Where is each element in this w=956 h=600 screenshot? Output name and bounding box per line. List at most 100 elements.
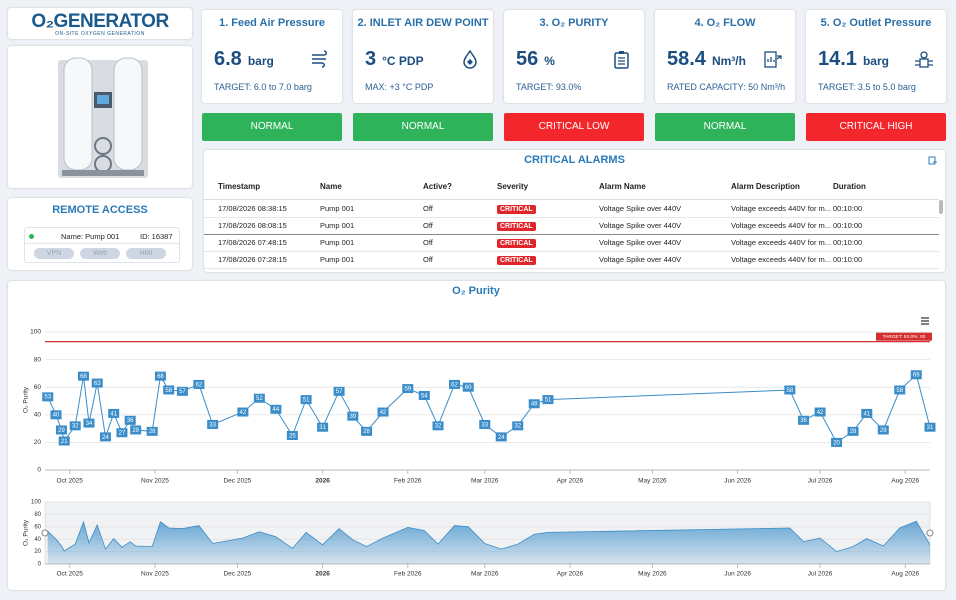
scrollbar[interactable]	[939, 200, 943, 214]
point-label-box	[270, 404, 282, 414]
generator-illustration	[58, 57, 148, 178]
vpn-button[interactable]: VPN	[34, 248, 74, 259]
table-cell: Voltage exceeds 440V for m...	[731, 238, 831, 247]
x-tick-label: Oct 2025	[57, 571, 84, 578]
point-label: 58	[786, 388, 793, 394]
point-label: 20	[833, 440, 840, 446]
remote-box: Name: Pump 001 ID: 16387	[24, 227, 180, 263]
y-axis-label: O₂ Purity	[23, 386, 30, 413]
kpi-title: 2. INLET AIR DEW POINT	[357, 17, 489, 29]
point-label: 33	[209, 422, 216, 428]
hmi-button[interactable]: HMI	[126, 248, 166, 259]
cell-text: Voltage exceeds 440V for m...	[731, 221, 832, 230]
x-tick-label: Mar 2026	[471, 571, 499, 578]
x-tick-label: Aug 2026	[891, 478, 919, 485]
cell-text: Pump 001	[320, 221, 355, 230]
point-label-box	[176, 386, 188, 396]
cell-text: Voltage exceeds 440V for m...	[731, 204, 832, 213]
point-label-box	[58, 436, 70, 446]
table-cell: Voltage Spike over 440V	[599, 204, 681, 213]
point-label: 25	[289, 433, 296, 439]
navigator-handle[interactable]	[926, 529, 934, 537]
point-label-box	[300, 395, 312, 405]
status-badge: NORMAL	[353, 113, 493, 141]
point-label: 60	[465, 385, 472, 391]
point-label-box	[253, 393, 265, 403]
cell-text: 00:10:00	[833, 255, 863, 264]
point-label-box	[286, 431, 298, 440]
web-button[interactable]: Web	[80, 248, 120, 259]
point-label-box	[798, 415, 810, 425]
target-label: TARGET: 93.0%: 93	[883, 334, 926, 340]
x-tick-label: Dec 2025	[223, 478, 251, 485]
point-label: 42	[380, 410, 387, 416]
kpi-value-row: 6.8 barg	[214, 48, 274, 71]
kpi-value: 14.1	[818, 48, 857, 70]
status-badge: CRITICAL LOW	[504, 113, 644, 141]
table-cell: CRITICAL	[497, 221, 536, 231]
point-label: 29	[58, 428, 65, 434]
point-label: 58	[165, 388, 172, 394]
kpi-note: MAX: +3 °C PDP	[365, 82, 434, 92]
y-tick-label: 40	[34, 412, 42, 419]
point-label-box	[193, 379, 205, 389]
point-label-box	[542, 395, 554, 405]
y-tick-label: 80	[34, 512, 41, 518]
x-tick-label: Apr 2026	[557, 571, 584, 578]
navigator-area	[47, 521, 930, 564]
status-badge: NORMAL	[655, 113, 795, 141]
column-header: Name	[320, 182, 342, 191]
column-header: Active?	[423, 182, 452, 191]
x-tick-label: 2026	[315, 478, 330, 485]
y-tick-label: 80	[34, 356, 42, 363]
y-axis-label: O₂ Purity	[23, 519, 30, 546]
point-label-box	[512, 421, 524, 431]
table-cell: Voltage Spike over 440V	[599, 238, 681, 247]
table-cell: Pump 001	[320, 255, 354, 264]
cell-text: Pump 001	[320, 204, 355, 213]
kpi-value: 56	[516, 48, 539, 70]
point-label-box	[317, 422, 329, 432]
y-tick-label: 0	[38, 562, 42, 568]
point-label-box	[124, 415, 136, 425]
point-label: 32	[514, 424, 521, 430]
table-cell: Voltage Spike over 440V	[599, 255, 681, 264]
point-label: 53	[44, 395, 51, 401]
table-cell: 00:10:00	[833, 238, 862, 247]
column-header: Alarm Name	[599, 182, 646, 191]
table-cell: CRITICAL	[497, 238, 536, 248]
point-label: 40	[53, 413, 60, 419]
point-label-box	[462, 382, 474, 392]
kpi-value-row: 14.1 barg	[818, 48, 889, 71]
kpi-value-row: 58.4 Nm³/h	[667, 48, 746, 71]
table-cell: Voltage exceeds 440V for m...	[731, 204, 831, 213]
kpi-title: 3. O₂ PURITY	[539, 17, 609, 29]
point-label: 36	[800, 418, 807, 424]
point-label-box	[55, 425, 67, 435]
point-label: 33	[481, 422, 488, 428]
cell-text: Voltage Spike over 440V	[599, 238, 682, 247]
navigator-handle[interactable]	[41, 529, 49, 537]
point-label: 68	[157, 374, 164, 380]
table-cell: 17/08/2026 08:08:15	[218, 221, 287, 230]
point-label-box	[528, 399, 540, 409]
point-label: 34	[86, 421, 93, 427]
remote-access-card: REMOTE ACCESS Name: Pump 001 ID: 16387 V…	[8, 198, 192, 270]
point-label-box	[495, 432, 507, 442]
x-tick-label: Aug 2026	[891, 571, 919, 578]
table-cell: Pump 001	[320, 204, 354, 213]
row-divider	[204, 268, 939, 269]
point-label: 58	[896, 388, 903, 394]
export-icon[interactable]	[928, 156, 938, 166]
point-label-box	[861, 408, 873, 418]
table-cell: 00:10:00	[833, 221, 862, 230]
chart-menu[interactable]	[921, 317, 929, 325]
kpi-value: 3	[365, 48, 377, 70]
point-label: 24	[498, 435, 505, 441]
cell-text: 17/08/2026 08:08:15	[218, 221, 287, 230]
point-label: 68	[80, 374, 87, 380]
logo-card: O₂GENERATOR ON-SITE OXYGEN GENERATION	[8, 8, 192, 39]
point-label-box	[361, 426, 373, 436]
table-cell: 00:10:00	[833, 204, 862, 213]
